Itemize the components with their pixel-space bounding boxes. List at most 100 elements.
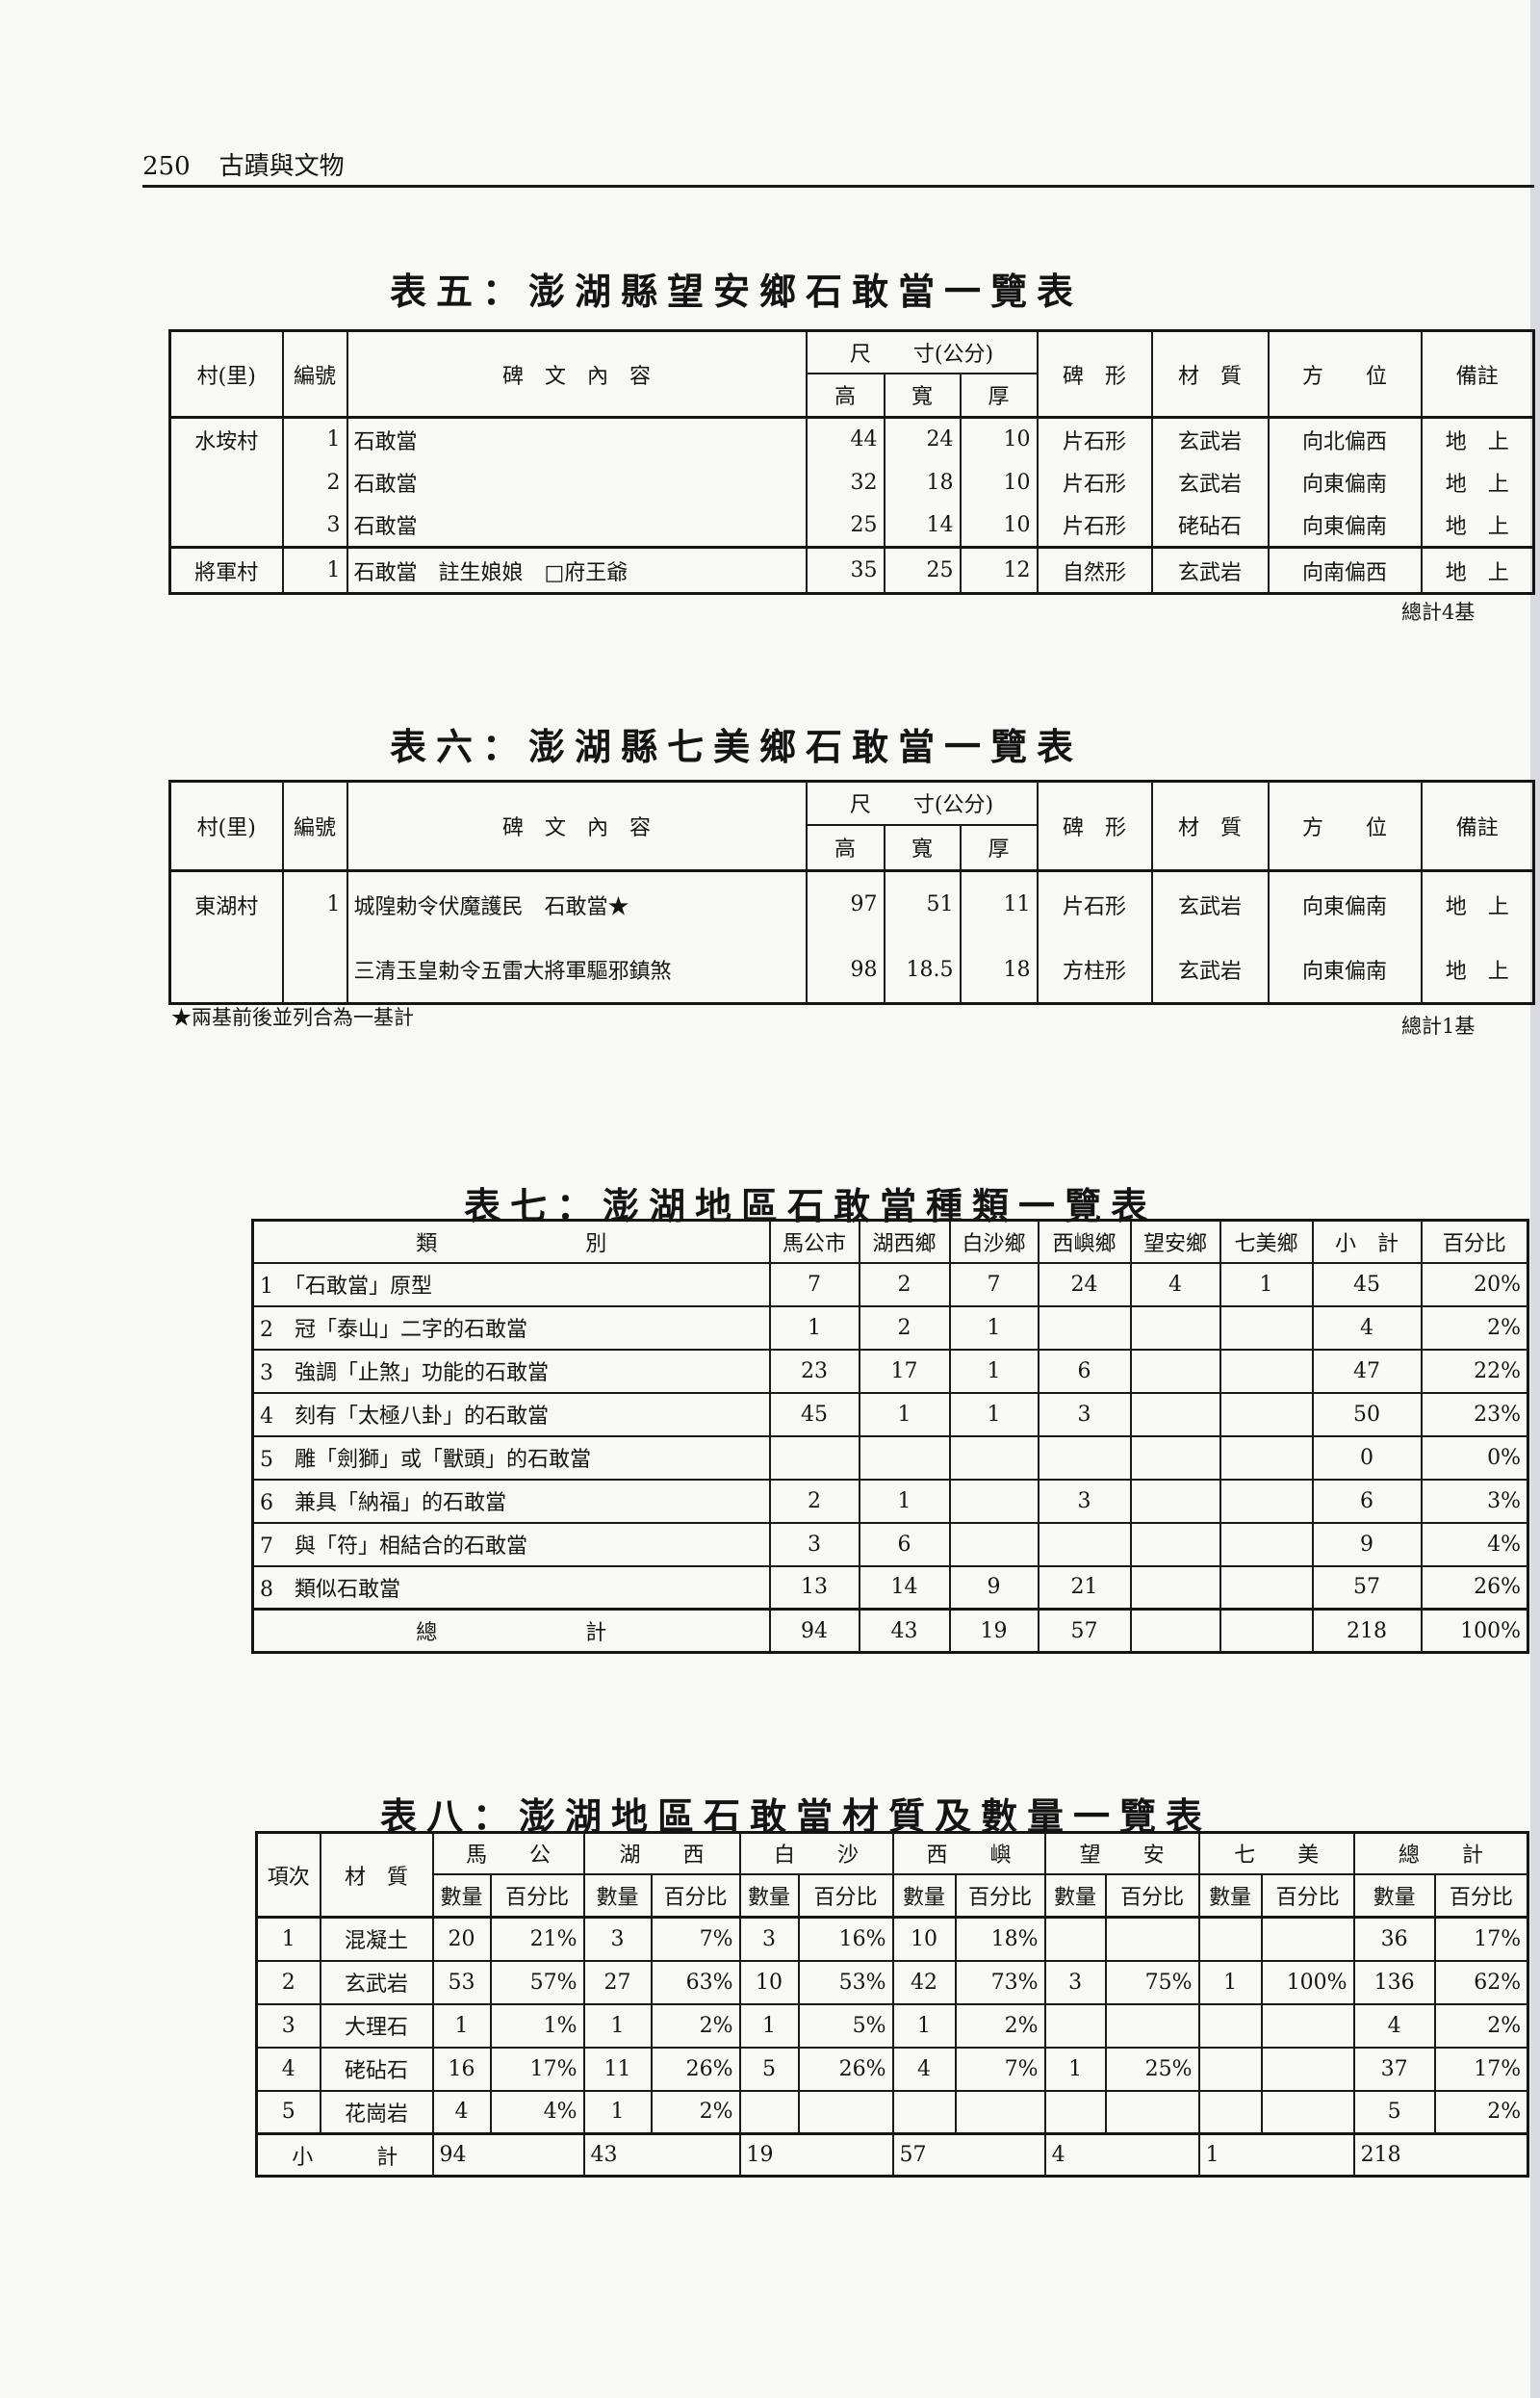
value-cell: [1129, 1564, 1221, 1610]
header-count: 數量: [738, 1873, 800, 1918]
header-village: 村(里): [168, 781, 284, 871]
header-percent: 百分比: [489, 1873, 585, 1918]
value-cell: 4: [1311, 1304, 1423, 1350]
shape-cell: 片石形: [1036, 416, 1153, 461]
percent-cell: 75%: [1104, 1959, 1200, 2004]
remarks-cell: 地 上: [1420, 546, 1535, 594]
percent-cell: [1104, 2002, 1200, 2048]
count-cell: 27: [582, 1959, 653, 2004]
remarks-cell: 地 上: [1420, 503, 1535, 548]
header-material: 材 質: [319, 1832, 434, 1918]
percent-cell: [1260, 2089, 1355, 2134]
percent-cell: 26%: [650, 2046, 741, 2091]
header-height: 高: [805, 824, 886, 871]
header-size: 尺 寸(公分): [805, 330, 1039, 374]
column-header: 類 別: [251, 1220, 771, 1263]
category-cell: 7 與「符」相結合的石敢當: [251, 1521, 771, 1566]
total-cell: 218: [1311, 1608, 1423, 1653]
table6: 村(里) 編號碑 文 內 容尺 寸(公分) 碑 形材 質方 位備註高寬厚東湖村 1 城隍…: [168, 780, 1535, 1005]
total-row: 總 計 94 43 19 57 218 100%: [251, 1608, 1529, 1653]
value-cell: [1129, 1391, 1221, 1436]
table-row: 4 刻有「太極八卦」的石敢當 45 1 1 3 50 23%: [251, 1391, 1529, 1436]
count-cell: 3: [1043, 1959, 1107, 2004]
table-row: 3 石敢當 25 14 10 片石形 硓砧石 向東偏南地 上: [168, 503, 1535, 548]
value-cell: 0%: [1420, 1434, 1529, 1480]
table-row: 6 兼具「納福」的石敢當 2 1 3 6 3%: [251, 1478, 1529, 1523]
material-cell: 玄武岩: [1150, 937, 1270, 1004]
shape-cell: 方柱形: [1036, 937, 1153, 1004]
count-cell: 53: [431, 1959, 492, 2004]
village-cell: [168, 937, 284, 1004]
value-cell: [1129, 1434, 1221, 1480]
subtotal-cell: 57: [891, 2132, 1046, 2177]
shape-cell: 自然形: [1036, 546, 1153, 594]
value-cell: 1: [948, 1304, 1040, 1350]
value-cell: 1: [1219, 1261, 1314, 1306]
header-percent: 百分比: [650, 1873, 741, 1918]
percent-cell: 18%: [954, 1916, 1046, 1961]
subtotal-cell: 43: [582, 2132, 741, 2177]
value-cell: 47: [1311, 1348, 1423, 1393]
count-cell: 36: [1352, 1916, 1436, 1961]
percent-cell: 4%: [489, 2089, 585, 2134]
inscription-cell: 三清玉皇勅令五雷大將軍驅邪鎮煞: [346, 937, 808, 1004]
value-cell: 21: [1037, 1564, 1132, 1610]
header-number: 編號: [281, 781, 348, 871]
table-row: 3 強調「止煞」功能的石敢當 23 17 1 6 47 22%: [251, 1348, 1529, 1393]
header-row: 村(里) 編號碑 文 內 容尺 寸(公分) 碑 形材 質方 位備註: [168, 781, 1535, 871]
header-height: 高: [805, 373, 886, 418]
material-cell: 混凝土: [319, 1916, 434, 1961]
thickness-cell: 11: [959, 869, 1039, 938]
header-orientation: 方 位: [1267, 330, 1423, 418]
value-cell: 6: [1037, 1348, 1132, 1393]
count-cell: 4: [891, 2046, 957, 2091]
table-row: 水垵村 1 石敢當 44 24 10 片石形 玄武岩 向北偏西地 上: [168, 416, 1535, 461]
value-cell: 1: [948, 1348, 1040, 1393]
scan-edge: [1530, 0, 1540, 2398]
value-cell: 9: [1311, 1521, 1423, 1566]
count-cell: [1197, 2046, 1263, 2091]
percent-cell: [1104, 1916, 1200, 1961]
value-cell: 2: [858, 1261, 951, 1306]
value-cell: 50: [1311, 1391, 1423, 1436]
value-cell: [1219, 1478, 1314, 1523]
count-cell: 1: [891, 2002, 957, 2048]
count-cell: [1197, 1916, 1263, 1961]
percent-cell: [1260, 2002, 1355, 2048]
percent-cell: [1104, 2089, 1200, 2134]
count-cell: 10: [738, 1959, 800, 2004]
value-cell: 45: [768, 1391, 860, 1436]
header-item: 項次: [255, 1832, 321, 1918]
width-cell: 14: [883, 503, 962, 548]
percent-cell: 17%: [1433, 1916, 1529, 1961]
table-row: 5 花崗岩 4 4% 1 2% 5 2%: [255, 2089, 1529, 2134]
percent-cell: [954, 2089, 1046, 2134]
number-cell: [281, 937, 348, 1004]
table7: 類 別馬公市 湖西鄉 白沙鄉 西嶼鄉 望安鄉 七美鄉小 計百分比 1 「石敢當」原型 7 2 7 2…: [251, 1219, 1529, 1654]
orientation-cell: 向東偏南: [1267, 937, 1423, 1004]
number-cell: 2: [281, 460, 348, 504]
percent-cell: 100%: [1260, 1959, 1355, 2004]
inscription-cell: 石敢當: [346, 460, 808, 504]
count-cell: 4: [431, 2089, 492, 2134]
header-row: 數量 百分比 數量 百分比 數量 百分比 數量 百分比 數量 百分比 數量 百分比 數量 百分比: [257, 1873, 1529, 1918]
value-cell: 1: [948, 1391, 1040, 1436]
header-row: 村(里) 編號碑 文 內 容尺 寸(公分) 碑 形材 質方 位備註: [168, 330, 1535, 418]
header-size: 尺 寸(公分): [805, 781, 1039, 826]
value-cell: 3%: [1420, 1478, 1529, 1523]
header-group: 總 計: [1352, 1832, 1529, 1875]
header-rule: [142, 185, 1534, 188]
count-cell: [1197, 2089, 1263, 2134]
column-header: 百分比: [1420, 1220, 1529, 1263]
header-material: 材 質: [1150, 781, 1270, 871]
column-header: 湖西鄉: [858, 1220, 951, 1263]
percent-cell: 2%: [1433, 2002, 1529, 2048]
subtotal-cell: 19: [738, 2132, 894, 2177]
count-cell: 136: [1352, 1959, 1436, 2004]
header-count: 數量: [582, 1873, 653, 1918]
table-row: 將軍村 1 石敢當 註生娘娘 □府王爺 35 25 12 自然形 玄武岩 向南偏西地 上: [168, 546, 1535, 594]
value-cell: 14: [858, 1564, 951, 1610]
count-cell: [1197, 2002, 1263, 2048]
header-count: 數量: [891, 1873, 957, 1918]
value-cell: 20%: [1420, 1261, 1529, 1306]
